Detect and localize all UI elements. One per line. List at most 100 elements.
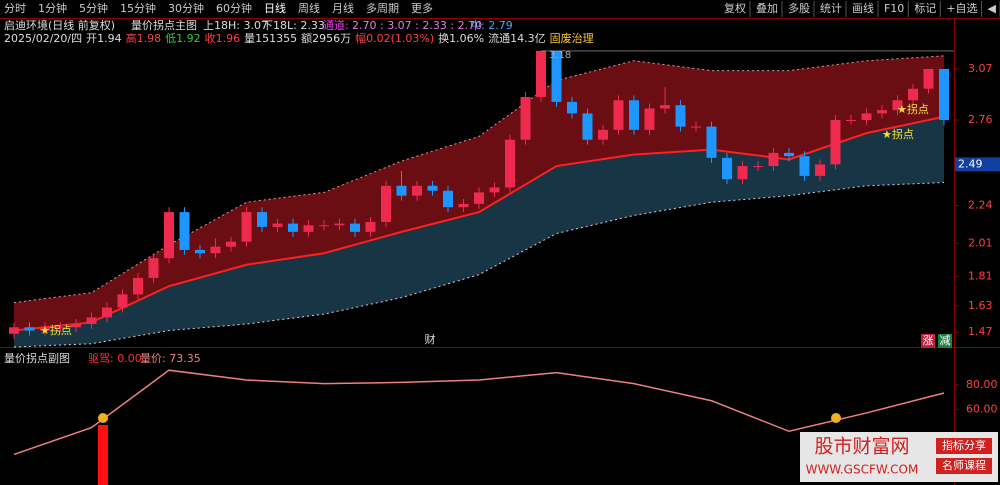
marker-box xyxy=(921,334,935,348)
band-upper-line xyxy=(13,55,945,304)
candle-body xyxy=(334,223,345,226)
toolbar-item[interactable]: 叠加 xyxy=(756,2,778,15)
candle-body xyxy=(675,105,686,127)
high-label: 3.18 xyxy=(549,50,571,61)
candle-body xyxy=(396,185,407,196)
toolbar-item[interactable]: 1分钟 xyxy=(38,1,67,15)
candle-body xyxy=(753,166,763,168)
candle-body xyxy=(288,223,298,232)
toolbar-item[interactable]: 60分钟 xyxy=(216,1,252,15)
candle-body xyxy=(427,185,438,191)
sub-line xyxy=(13,369,945,456)
candle-body xyxy=(458,203,469,208)
sub-label: 量价: 73.35 xyxy=(140,352,201,365)
y-tick-label: 1.63 xyxy=(968,299,993,312)
upper: 上18H: 3.07 xyxy=(203,19,268,32)
toolbar-item[interactable]: 周线 xyxy=(298,1,320,15)
candle-body xyxy=(520,96,531,140)
candle-body xyxy=(613,100,624,130)
candle-body xyxy=(598,129,608,140)
watermark-site: 股市财富网 xyxy=(814,436,909,458)
toolbar-item[interactable]: 复权 xyxy=(724,1,746,15)
marker: 财 xyxy=(425,332,436,346)
toolbar-item[interactable]: +自选 xyxy=(946,2,977,15)
marker: 涨 xyxy=(923,334,934,347)
quote-item: 换1.06% xyxy=(438,31,484,45)
toolbar-item[interactable]: 30分钟 xyxy=(168,1,204,15)
stock-name: 启迪环境(日线 前复权) xyxy=(4,18,115,32)
candle-body xyxy=(257,212,267,227)
quote-item: 高1.98 xyxy=(126,31,162,45)
candle-body xyxy=(164,212,174,259)
toolbar-item[interactable]: 多周期 xyxy=(366,1,399,15)
candle-body xyxy=(691,126,701,128)
y-tick-label: 2.01 xyxy=(968,236,993,249)
toolbar-item[interactable]: 多股 xyxy=(788,1,810,15)
candle-body xyxy=(567,101,577,114)
y-tick-label: 2.24 xyxy=(968,199,993,212)
candle-body xyxy=(148,258,159,278)
band-lower-line xyxy=(13,182,945,348)
candle-body xyxy=(846,119,856,121)
toolbar-item[interactable]: F10 xyxy=(884,2,904,15)
quote-item: 收1.96 xyxy=(205,31,241,45)
candle-body xyxy=(226,241,236,247)
toolbar-item[interactable]: 画线 xyxy=(852,1,874,15)
candle-body xyxy=(133,277,143,295)
candle-body xyxy=(474,192,484,204)
watermark-url: WWW.GSCFW.COM xyxy=(806,463,919,477)
candle-body xyxy=(660,105,670,109)
candle-body xyxy=(86,317,97,324)
band-lower-area xyxy=(14,116,944,347)
candle-body xyxy=(799,156,810,176)
quote-item: 低1.92 xyxy=(165,32,201,45)
candle-body xyxy=(195,249,205,254)
tag-box xyxy=(936,438,992,454)
signal-icon xyxy=(98,413,108,423)
signal-label: ★拐点 xyxy=(40,323,72,337)
candle-body xyxy=(877,110,887,114)
y-tick-label: 1.81 xyxy=(968,269,993,282)
quote-item: 开1.94 xyxy=(86,32,122,45)
candle-body xyxy=(102,307,112,318)
toolbar-item[interactable]: 15分钟 xyxy=(120,1,156,15)
indicator-name: 量价拐点主图 xyxy=(131,18,197,32)
y-tick-label: 60.00 xyxy=(966,402,998,415)
candle-body xyxy=(412,185,422,196)
toolbar-item[interactable]: 月线 xyxy=(332,1,354,15)
candle-body xyxy=(505,139,515,188)
toolbar-item[interactable]: 分时 xyxy=(4,2,26,15)
sub-label: 驱驾: 0.00 xyxy=(88,352,142,365)
candle-body xyxy=(582,113,593,140)
toolbar-item[interactable]: ◀ xyxy=(988,2,997,15)
toolbar-item[interactable]: 统计 xyxy=(820,2,842,15)
candle-body xyxy=(40,327,50,331)
quote-item: 2025/02/20/四 xyxy=(4,32,82,45)
candle-body xyxy=(722,157,732,180)
signal-bar xyxy=(98,425,108,485)
current-price-box xyxy=(955,157,1000,172)
y-tick-label: 2.76 xyxy=(968,113,993,126)
candle-body xyxy=(365,221,376,232)
quote-item: 量151355 xyxy=(244,32,297,45)
toolbar-item[interactable]: 标记 xyxy=(914,1,936,15)
quote-item: 流通14.3亿 xyxy=(488,31,546,45)
candle-body xyxy=(536,50,546,97)
candle-body xyxy=(892,100,903,111)
toolbar-item[interactable]: 5分钟 xyxy=(79,1,108,15)
candle-body xyxy=(737,166,748,180)
candle-body xyxy=(629,100,639,130)
toolbar-item[interactable]: 日线 xyxy=(264,1,286,15)
candle-body xyxy=(55,327,66,329)
toolbar-item[interactable]: 更多 xyxy=(411,1,433,15)
signal-icon xyxy=(831,413,841,423)
candle-body xyxy=(272,223,283,227)
lower: 下18L: 2.33 xyxy=(262,19,325,32)
tag: 名师课程 xyxy=(942,458,986,472)
candle-body xyxy=(303,225,314,232)
current-price: 2.49 xyxy=(958,157,983,170)
candle-body xyxy=(117,294,128,308)
quote-item: 额2956万 xyxy=(301,32,351,45)
y-tick-label: 3.07 xyxy=(968,62,993,75)
candle-body xyxy=(9,327,19,334)
